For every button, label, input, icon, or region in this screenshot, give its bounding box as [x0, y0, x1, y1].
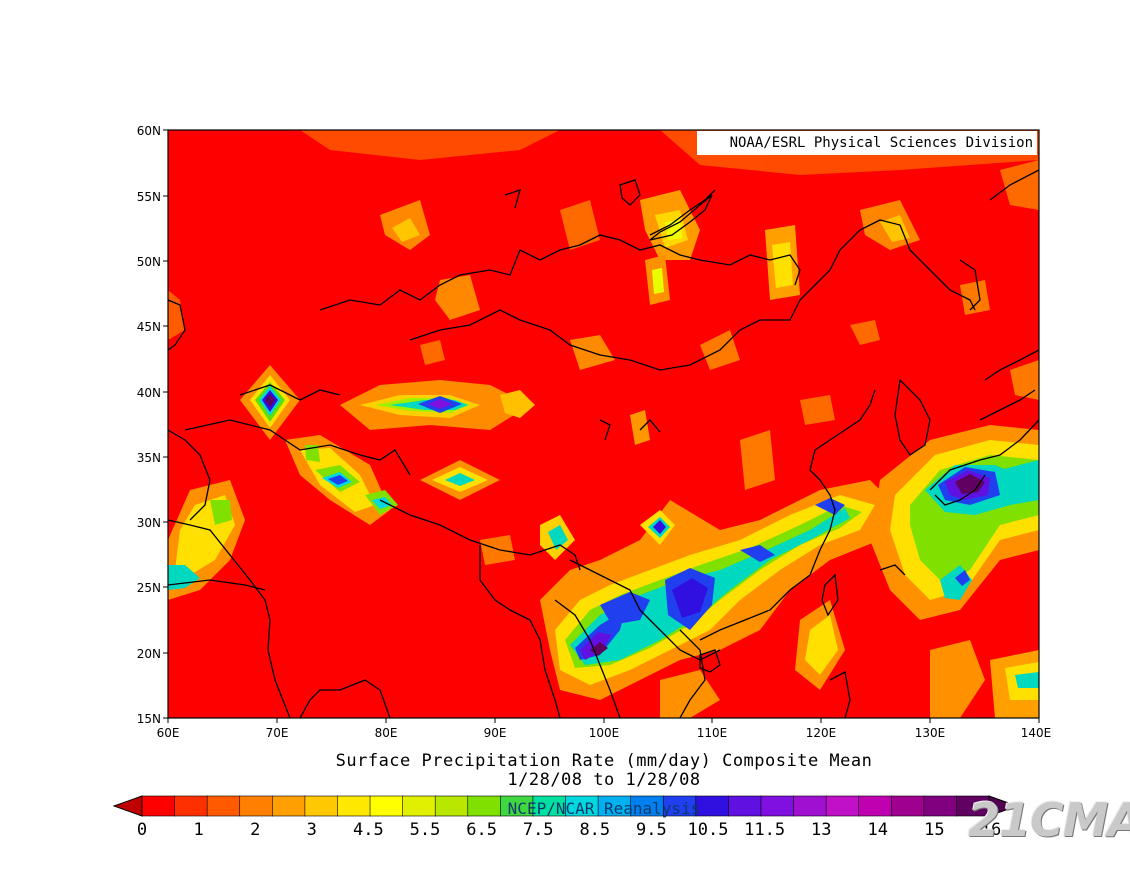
- colorbar-tick-label: 9.5: [636, 820, 667, 840]
- colorbar-swatch: [206, 795, 241, 817]
- credit-box: NOAA/ESRL Physical Sciences Division: [697, 131, 1037, 155]
- lat-tick-labels: 60N 55N 50N 45N 40N 35N 30N 25N 20N 15N: [137, 124, 161, 726]
- colorbar-swatch: [434, 795, 469, 817]
- colorbar-tick-label: 3: [307, 820, 317, 840]
- lat-label: 15N: [137, 712, 161, 726]
- lon-label: 140E: [1021, 726, 1052, 740]
- colorbar-swatch: [858, 795, 893, 817]
- lat-label: 45N: [137, 320, 161, 334]
- lat-label: 30N: [137, 516, 161, 530]
- colorbar-swatch: [174, 795, 208, 817]
- watermark-logo: 21CMA: [968, 793, 1130, 847]
- colorbar-swatch: [239, 795, 274, 817]
- colorbar-tick-label: 10.5: [688, 820, 729, 840]
- colorbar-swatch: [728, 795, 762, 817]
- colorbar-tick-label: 4.5: [353, 820, 384, 840]
- colorbar-tick-label: 8.5: [579, 820, 610, 840]
- colorbar-tick-label: 14: [868, 820, 888, 840]
- colorbar-swatch: [825, 795, 860, 817]
- lat-label: 40N: [137, 386, 161, 400]
- colorbar-swatch: [141, 795, 176, 817]
- source-label: NCEP/NCAR Reanalysis: [508, 799, 701, 818]
- credit-text: NOAA/ESRL Physical Sciences Division: [729, 135, 1033, 151]
- lat-ticks: [163, 129, 168, 719]
- colorbar-tick-label: 15: [924, 820, 944, 840]
- lon-label: 130E: [915, 726, 946, 740]
- colorbar-swatch: [369, 795, 404, 817]
- lat-label: 35N: [137, 451, 161, 465]
- lat-label: 55N: [137, 190, 161, 204]
- lat-label: 50N: [137, 255, 161, 269]
- colorbar-swatch: [793, 795, 827, 817]
- precipitation-field: [168, 130, 1039, 718]
- map-title: Surface Precipitation Rate (mm/day) Comp…: [335, 751, 873, 771]
- lat-label: 20N: [137, 647, 161, 661]
- colorbar: NCEP/NCAR Reanalysis 0 1 2 3 4.5 5.5 6.5 7.5 8.5…: [112, 795, 1019, 840]
- colorbar-swatches: [141, 795, 990, 817]
- colorbar-swatch: [337, 795, 371, 817]
- colorbar-tick-label: 2: [250, 820, 260, 840]
- date-range: 1/28/08 to 1/28/08: [507, 770, 701, 790]
- colorbar-tick-label: 0: [137, 820, 147, 840]
- colorbar-tick-label: 6.5: [466, 820, 497, 840]
- lon-label: 90E: [484, 726, 507, 740]
- colorbar-swatch: [402, 795, 436, 817]
- colorbar-tick-label: 5.5: [410, 820, 441, 840]
- colorbar-swatch: [272, 795, 306, 817]
- lon-label: 100E: [589, 726, 620, 740]
- lon-label: 60E: [157, 726, 180, 740]
- colorbar-tick-label: 1: [193, 820, 203, 840]
- colorbar-swatch: [304, 795, 339, 817]
- colorbar-tick-label: 13: [811, 820, 831, 840]
- colorbar-tick-label: 16: [981, 820, 1001, 840]
- lat-label: 25N: [137, 581, 161, 595]
- lon-label: 80E: [375, 726, 398, 740]
- lon-label: 110E: [697, 726, 728, 740]
- colorbar-swatch: [923, 795, 958, 817]
- lon-label: 70E: [266, 726, 289, 740]
- colorbar-swatch: [695, 795, 730, 817]
- lon-label: 120E: [806, 726, 837, 740]
- coastline-borders: [168, 169, 1039, 718]
- colorbar-right-arrow: [988, 795, 1019, 817]
- lon-tick-labels: 60E 70E 80E 90E 100E 110E 120E 130E 140E: [157, 726, 1052, 740]
- colorbar-left-arrow: [112, 795, 143, 817]
- colorbar-swatch: [467, 795, 502, 817]
- colorbar-tick-label: 11.5: [744, 820, 785, 840]
- lat-label: 60N: [137, 124, 161, 138]
- colorbar-swatch: [760, 795, 795, 817]
- lon-ticks: [167, 718, 1040, 723]
- colorbar-labels: 0 1 2 3 4.5 5.5 6.5 7.5 8.5 9.5 10.5 11.5 13 14 15 16: [137, 820, 1001, 840]
- colorbar-swatch: [890, 795, 925, 817]
- colorbar-tick-label: 7.5: [523, 820, 554, 840]
